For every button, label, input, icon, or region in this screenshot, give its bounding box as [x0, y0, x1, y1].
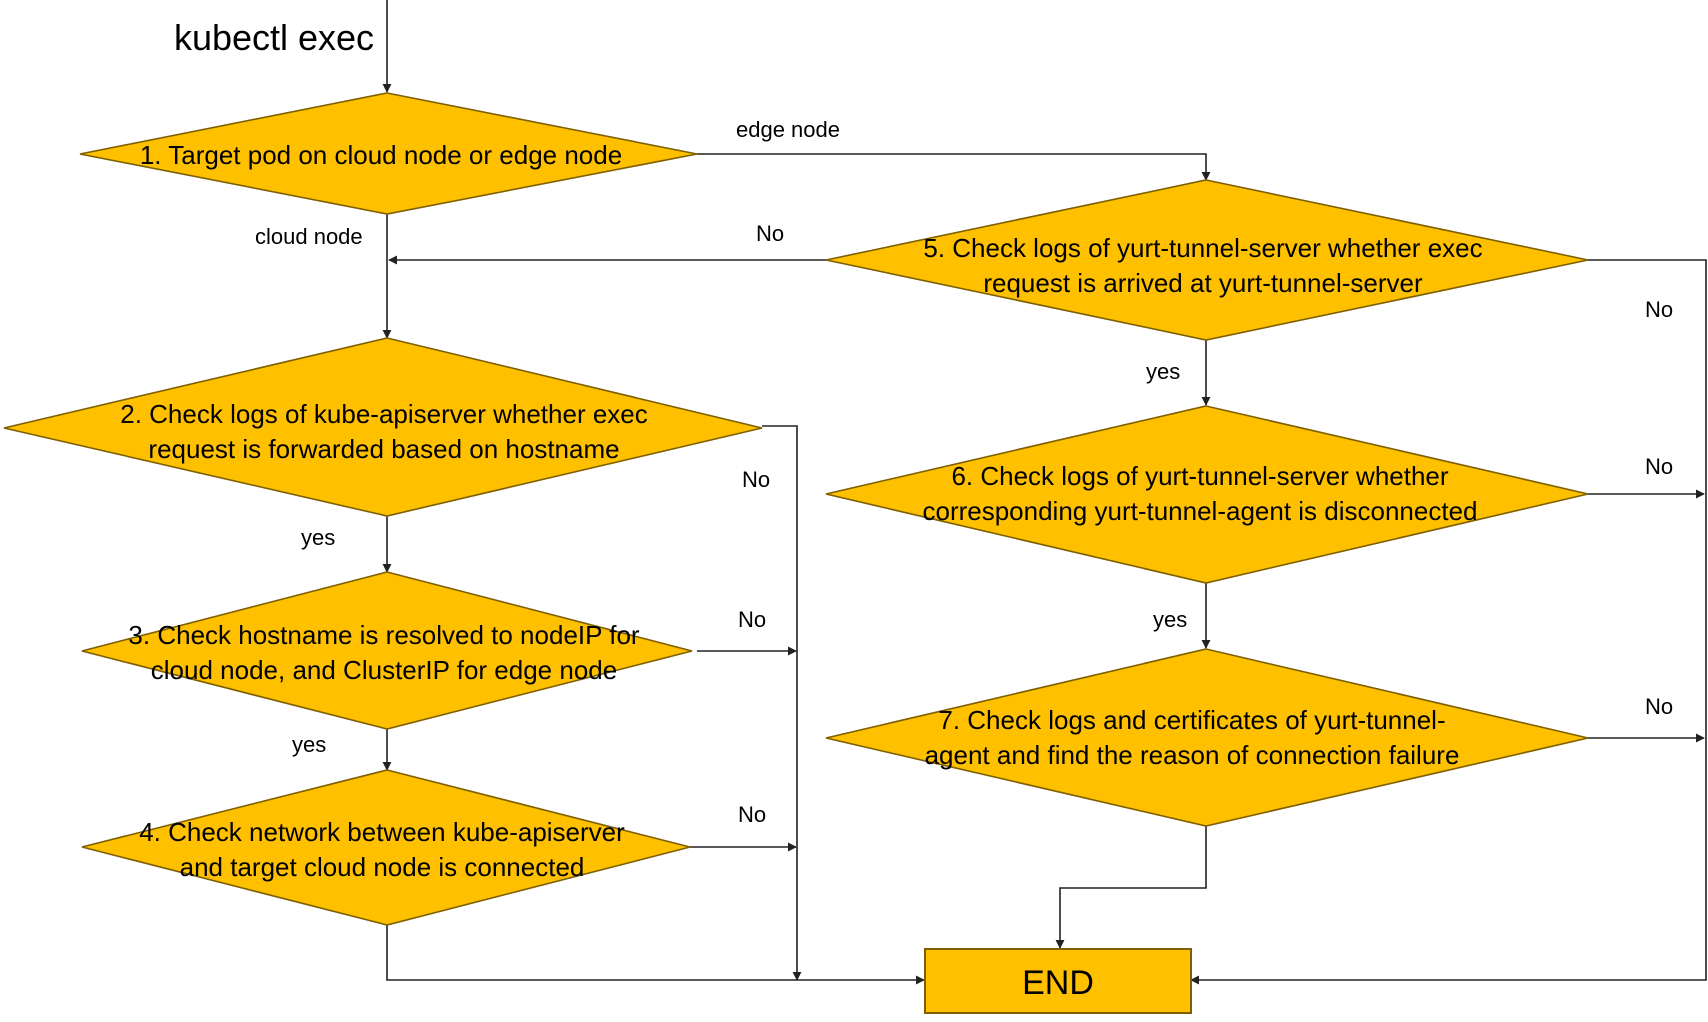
connector-n1-to-n5 [697, 153, 1211, 181]
decision-n1-shape [79, 92, 698, 215]
connector-n2-no [762, 425, 802, 981]
edge-label-n5-yes: yes [1146, 359, 1180, 384]
n1-label-line1: 1. Target pod on cloud node or edge node [140, 140, 622, 170]
decision-n4-shape [81, 769, 691, 926]
shapes [3, 92, 1589, 1014]
decision-n3-shape [81, 571, 693, 730]
connector-n4-to-end [386, 925, 925, 985]
labels: kubectl exec 1. Target pod on cloud node… [120, 17, 1673, 1002]
decision-n2-shape [3, 337, 763, 517]
n3-label-line2: cloud node, and ClusterIP for edge node [151, 655, 617, 685]
n5-label-line2: request is arrived at yurt-tunnel-server [983, 268, 1423, 298]
end-box-shape [924, 948, 1192, 1014]
edge-label-n2-yes: yes [301, 525, 335, 550]
edge-label-n5-no-right: No [1645, 297, 1673, 322]
edge-label-edge-node: edge node [736, 117, 840, 142]
edge-label-n5-no-left: No [756, 221, 784, 246]
edge-label-n4-no: No [738, 802, 766, 827]
edge-label-n2-no: No [742, 467, 770, 492]
n7-label-line1: 7. Check logs and certificates of yurt-t… [938, 705, 1445, 735]
decision-n5-shape [825, 179, 1589, 341]
edge-label-n6-no: No [1645, 454, 1673, 479]
n4-label-line1: 4. Check network between kube-apiserver [139, 817, 625, 847]
n7-label-line2: agent and find the reason of connection … [925, 740, 1460, 770]
connectors [382, 0, 1707, 985]
n5-label-line1: 5. Check logs of yurt-tunnel-server whet… [923, 233, 1482, 263]
edge-label-n6-yes: yes [1153, 607, 1187, 632]
edge-label-cloud-node: cloud node [255, 224, 363, 249]
edge-label-n7-no: No [1645, 694, 1673, 719]
n2-label-line2: request is forwarded based on hostname [148, 434, 619, 464]
n2-label-line1: 2. Check logs of kube-apiserver whether … [120, 399, 648, 429]
n6-label-line1: 6. Check logs of yurt-tunnel-server whet… [951, 461, 1448, 491]
connector-n5-no-right [1190, 259, 1707, 985]
edge-label-n3-no: No [738, 607, 766, 632]
edge-label-n3-yes: yes [292, 732, 326, 757]
end-label: END [1022, 964, 1094, 1002]
decision-n7-shape [825, 648, 1589, 827]
n3-label-line1: 3. Check hostname is resolved to nodeIP … [128, 620, 639, 650]
start-label: kubectl exec [174, 17, 374, 58]
decision-n6-shape [825, 405, 1589, 584]
n4-label-line2: and target cloud node is connected [180, 852, 585, 882]
n6-label-line2: corresponding yurt-tunnel-agent is disco… [922, 496, 1477, 526]
connector-n7-to-end [1055, 826, 1207, 949]
